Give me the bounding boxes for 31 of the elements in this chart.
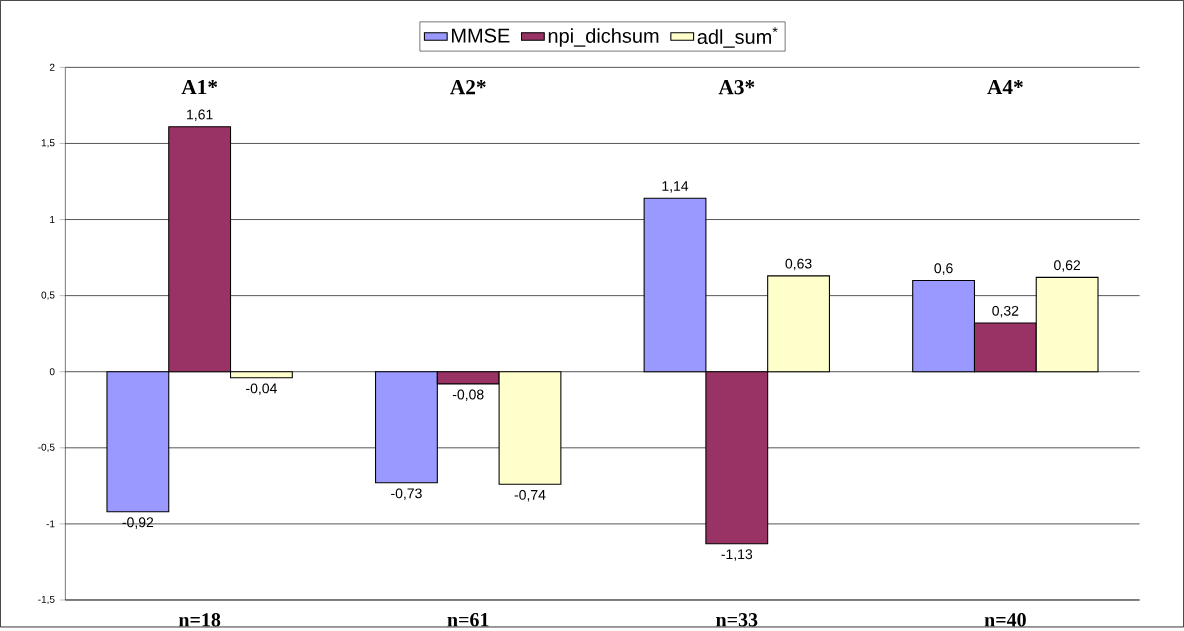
- legend-label: npi_dichsum: [548, 28, 659, 47]
- data-label: 0,63: [785, 258, 812, 271]
- x-tick-label: n=40: [984, 613, 1026, 627]
- data-label: 0,32: [992, 305, 1019, 318]
- y-tick-label: 1,5: [41, 139, 55, 148]
- x-tick-label: n=61: [447, 613, 489, 627]
- y-tick-label: 1: [50, 216, 55, 223]
- data-label: -0,92: [122, 517, 154, 529]
- data-label: -0,73: [391, 488, 422, 500]
- annotation: A2*: [450, 80, 486, 95]
- y-tick-label: -0,5: [38, 443, 55, 452]
- data-label: 1,14: [662, 181, 689, 193]
- y-tick-label: -1: [46, 520, 55, 528]
- data-label: -0,04: [246, 383, 277, 395]
- y-tick-label: -1,5: [38, 595, 55, 605]
- data-label: -1,13: [721, 549, 753, 561]
- x-tick-label: n=18: [178, 613, 221, 627]
- legend-label: adl_sum$^{*}$: [697, 27, 778, 48]
- data-label: 0,62: [1054, 260, 1081, 272]
- annotation: A4*: [987, 80, 1023, 95]
- y-tick-label: 2: [49, 63, 55, 71]
- y-tick-label: 0: [49, 368, 55, 376]
- data-label: 0,6: [934, 263, 953, 275]
- data-label: -0,08: [452, 389, 484, 402]
- y-tick-label: 0,5: [41, 291, 55, 300]
- annotation: A3*: [718, 80, 755, 95]
- data-label: 1,61: [187, 109, 213, 122]
- x-tick-label: n=33: [716, 613, 758, 627]
- data-label: -0,74: [514, 489, 546, 502]
- annotation: A1*: [181, 80, 218, 95]
- legend-label: MMSE: [451, 28, 510, 43]
